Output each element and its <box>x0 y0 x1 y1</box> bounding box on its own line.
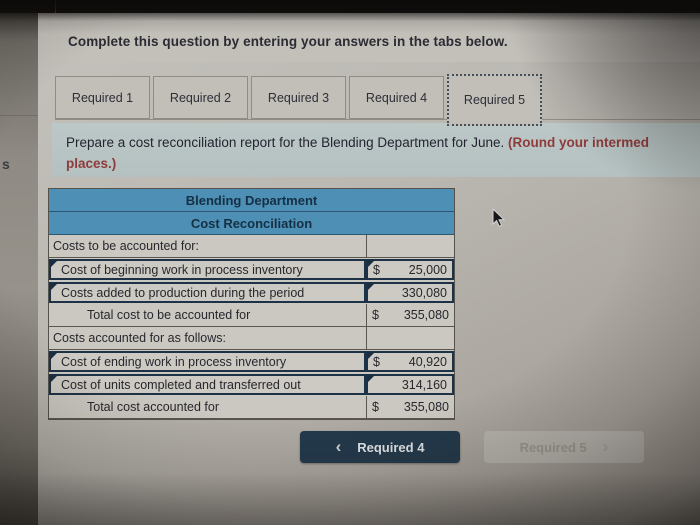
table-subtitle-row: Cost Reconciliation <box>49 212 454 235</box>
prompt-note-clipped: (Round your intermed <box>508 135 649 150</box>
row-label: Costs added to production during the per… <box>61 285 305 300</box>
answer-value-cell[interactable]: 330,080 <box>366 282 454 303</box>
question-header-bar: Complete this question by entering your … <box>48 20 700 62</box>
total-row: Total cost to be accounted for $ 355,080 <box>49 304 454 327</box>
answer-label-cell[interactable]: Cost of beginning work in process invent… <box>49 259 366 280</box>
chevron-left-icon: ‹ <box>335 437 342 456</box>
required-tabs: Required 1 Required 2 Required 3 Require… <box>55 74 545 128</box>
total-row: Total cost accounted for $ 355,080 <box>49 396 454 419</box>
question-prompt: Prepare a cost reconciliation report for… <box>52 123 700 177</box>
tab-label: Required 3 <box>267 90 330 105</box>
table-row: Costs added to production during the per… <box>49 281 454 304</box>
mouse-cursor-icon <box>492 209 506 227</box>
table-row: Cost of ending work in process inventory… <box>49 350 454 373</box>
tab-required-3[interactable]: Required 3 <box>251 76 346 119</box>
currency-symbol: $ <box>372 308 379 322</box>
section-heading: Costs to be accounted for: <box>53 239 199 253</box>
amount: 25,000 <box>408 262 447 277</box>
chevron-right-icon: › <box>602 437 609 456</box>
clipped-side-text: s <box>2 156 10 172</box>
tab-label: Required 5 <box>463 93 526 107</box>
tab-required-2[interactable]: Required 2 <box>153 76 248 119</box>
tab-required-5[interactable]: Required 5 <box>447 74 542 126</box>
section-heading-row: Costs accounted for as follows: <box>49 327 454 350</box>
next-required-button-disabled[interactable]: Required 5 › <box>484 431 644 463</box>
table-title: Blending Department <box>185 192 318 208</box>
currency-symbol: $ <box>373 262 380 277</box>
question-header-text: Complete this question by entering your … <box>68 33 508 49</box>
prompt-note-line2: places.) <box>66 155 117 171</box>
prompt-text: Prepare a cost reconciliation report for… <box>66 135 508 150</box>
tab-required-4[interactable]: Required 4 <box>349 76 444 119</box>
prev-button-label: Required 4 <box>357 439 425 455</box>
total-value-cell: $ 355,080 <box>366 304 454 326</box>
next-button-label: Required 5 <box>519 439 587 455</box>
section-heading: Costs accounted for as follows: <box>53 331 226 345</box>
answer-value-cell[interactable]: $ 40,920 <box>366 351 454 372</box>
amount: 330,080 <box>401 285 447 300</box>
amount: 314,160 <box>401 377 447 392</box>
answer-value-cell[interactable]: 314,160 <box>366 374 454 395</box>
tab-label: Required 4 <box>365 90 428 105</box>
tab-label: Required 2 <box>169 90 232 105</box>
currency-symbol: $ <box>372 400 379 414</box>
table-title-row: Blending Department <box>49 189 454 212</box>
answer-label-cell[interactable]: Costs added to production during the per… <box>49 282 366 303</box>
row-label: Total cost accounted for <box>87 400 220 414</box>
answer-label-cell[interactable]: Cost of ending work in process inventory <box>49 351 366 372</box>
table-row: Cost of beginning work in process invent… <box>49 258 454 281</box>
answer-value-cell[interactable]: $ 25,000 <box>366 259 454 280</box>
table-subtitle: Cost Reconciliation <box>190 215 313 231</box>
tab-label: Required 1 <box>71 90 134 105</box>
currency-symbol: $ <box>373 354 380 369</box>
tab-required-1[interactable]: Required 1 <box>55 76 150 119</box>
row-label: Cost of beginning work in process invent… <box>61 262 303 277</box>
amount: 40,920 <box>408 354 447 369</box>
photo-dark-edge <box>0 0 700 13</box>
amount: 355,080 <box>403 400 449 414</box>
answer-label-cell[interactable]: Cost of units completed and transferred … <box>49 374 366 395</box>
amount: 355,080 <box>403 308 449 322</box>
prev-required-button[interactable]: ‹ Required 4 <box>300 431 460 463</box>
empty-value-cell <box>366 235 454 257</box>
row-label: Cost of units completed and transferred … <box>61 377 301 392</box>
cost-reconciliation-table: Blending Department Cost Reconciliation … <box>48 188 455 420</box>
row-label: Cost of ending work in process inventory <box>61 354 287 369</box>
section-heading-row: Costs to be accounted for: <box>49 235 454 258</box>
empty-value-cell <box>366 327 454 349</box>
row-label: Total cost to be accounted for <box>87 308 251 322</box>
table-row: Cost of units completed and transferred … <box>49 373 454 396</box>
total-value-cell: $ 355,080 <box>366 396 454 418</box>
